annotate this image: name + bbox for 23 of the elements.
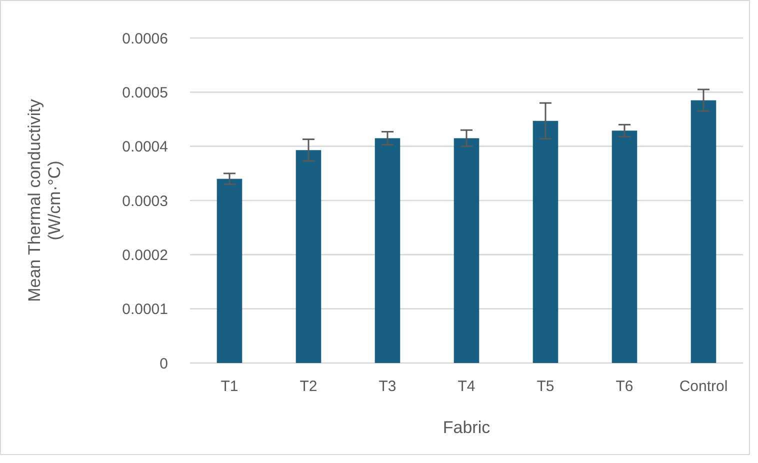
bar [374, 138, 400, 363]
y-tick-label: 0.0006 [122, 30, 168, 48]
x-tick-label: T3 [378, 378, 396, 395]
x-tick-label: T5 [536, 378, 554, 395]
x-tick-label: Control [679, 378, 728, 395]
bar [612, 130, 638, 363]
bar [216, 178, 242, 363]
y-tick-label: 0 [160, 355, 168, 372]
y-axis-title: Mean Thermal conductivity (W/cm·°C) [24, 98, 64, 302]
bar [296, 150, 322, 363]
bar [690, 100, 716, 363]
y-tick-label: 0.0001 [122, 301, 168, 318]
x-tick-label: T4 [458, 378, 476, 395]
x-tick-label: T1 [220, 378, 238, 395]
y-tick-label: 0.0003 [122, 192, 168, 210]
x-tick-label: T2 [300, 378, 318, 395]
y-tick-label: 0.0004 [122, 138, 168, 156]
y-tick-label: 0.0002 [122, 246, 168, 264]
bar [454, 138, 480, 363]
bar [532, 120, 558, 363]
x-tick-label: T6 [616, 378, 634, 395]
y-tick-label: 0.0005 [122, 84, 168, 102]
x-axis-title: Fabric [442, 418, 491, 437]
